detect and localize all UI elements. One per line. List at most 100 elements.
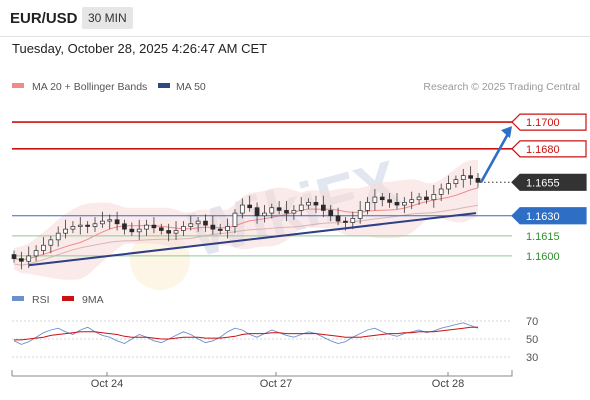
candle-body [402,202,407,206]
candle-body [158,227,164,231]
candle-body [41,244,46,251]
rsi-panel: 70 50 30 [12,316,538,364]
bollinger-band-fill [14,159,478,280]
projection-arrow-head [501,126,512,139]
candle-body [203,220,208,226]
candle-body [188,223,194,227]
level-tag-1 [511,140,587,158]
candle-body [232,212,238,227]
level-label-0: 1.1700 [526,117,560,129]
candle-body [298,204,304,211]
candle-body [475,177,481,183]
candle-body [291,210,297,214]
candle-body [468,175,473,179]
level-tag-0 [511,113,587,131]
candle-body [92,223,98,227]
candle-body [114,219,120,225]
rsi-legend-label: RSI [32,294,50,306]
interval-button[interactable]: 30 MIN [82,7,133,29]
candle-body [254,207,260,217]
candle-body [460,175,466,180]
candle-body [85,224,90,227]
candle-body [431,194,437,201]
x-axis-line [11,370,513,377]
level-tag-2 [511,173,587,191]
candle-body [26,255,32,262]
ma20-legend-label: MA 20 + Bollinger Bands [32,81,147,93]
candle-body [136,228,142,233]
candle-body [438,188,444,195]
candle-body [11,254,17,259]
rsi-ma9-line [14,326,478,341]
x-tick-label-0: Oct 24 [91,378,123,390]
ma50-legend-label: MA 50 [176,81,206,93]
candle-body [151,224,157,229]
candle-body [350,218,356,223]
candle-body [77,224,83,227]
bollinger-bands [13,159,479,280]
ma50-legend-swatch [158,83,170,88]
candle-body [387,199,392,203]
candle-body [365,202,370,211]
candle-body [48,239,54,246]
candle-body [100,220,105,225]
chart-datetime: Tuesday, October 28, 2025 4:26:47 AM CET [12,41,268,56]
rsi-legend-swatch [12,296,24,301]
candle-body [284,210,289,214]
candle-body [372,196,378,203]
candle-body [217,228,223,231]
source-credit: Research © 2025 Trading Central [423,81,580,93]
ma9-legend-label: 9MA [82,294,104,306]
candlesticks [11,166,481,270]
candle-body [335,215,341,222]
candle-body [19,258,24,262]
x-tick-label-2: Oct 28 [432,378,464,390]
level-label-4: 1.1615 [526,231,560,243]
candle-body [262,212,267,217]
level-label-3: 1.1630 [526,211,560,223]
candle-body [239,204,245,214]
candle-body [394,202,400,206]
candle-body [453,179,459,184]
candle-body [195,220,201,225]
candle-body [33,250,39,257]
candle-body [306,202,311,206]
candle-body [63,228,68,234]
projection-arrow-line [479,131,511,183]
rsi-line [13,322,479,345]
level-label-2: 1.1655 [526,177,560,189]
candle-body [181,226,186,231]
candle-body [379,196,385,201]
rsi-tick-30: 30 [526,352,538,364]
level-label-5: 1.1600 [526,251,560,263]
candle-body [122,223,127,230]
candle-body [328,210,334,217]
ma20-legend-swatch [12,83,24,88]
candle-body [276,207,282,211]
chart-header: EUR/USD 30 MIN [0,0,590,37]
candle-body [446,183,451,190]
x-axis: Oct 24 Oct 27 Oct 28 [11,370,513,390]
candle-body [409,199,415,203]
candle-body [107,219,113,222]
candle-body [70,226,76,230]
trendline [28,126,512,267]
candle-body [424,196,429,201]
level-tag-3 [511,207,587,225]
candle-body [247,204,253,209]
candle-body [320,204,326,211]
rsi-tick-50: 50 [526,334,538,346]
ma9-legend-swatch [62,296,74,301]
candle-body [210,224,216,230]
ma20-line [13,187,479,261]
level-labels: 1.1700 1.1680 1.1655 1.1630 1.1615 1.1600 [511,113,587,263]
candle-body [55,232,61,241]
rsi-tick-70: 70 [526,316,538,328]
candle-body [225,226,230,231]
level-label-1: 1.1680 [526,144,560,156]
candle-body [269,207,275,214]
symbol-title: EUR/USD [10,10,78,27]
candle-body [144,224,149,230]
candle-body [129,228,135,233]
